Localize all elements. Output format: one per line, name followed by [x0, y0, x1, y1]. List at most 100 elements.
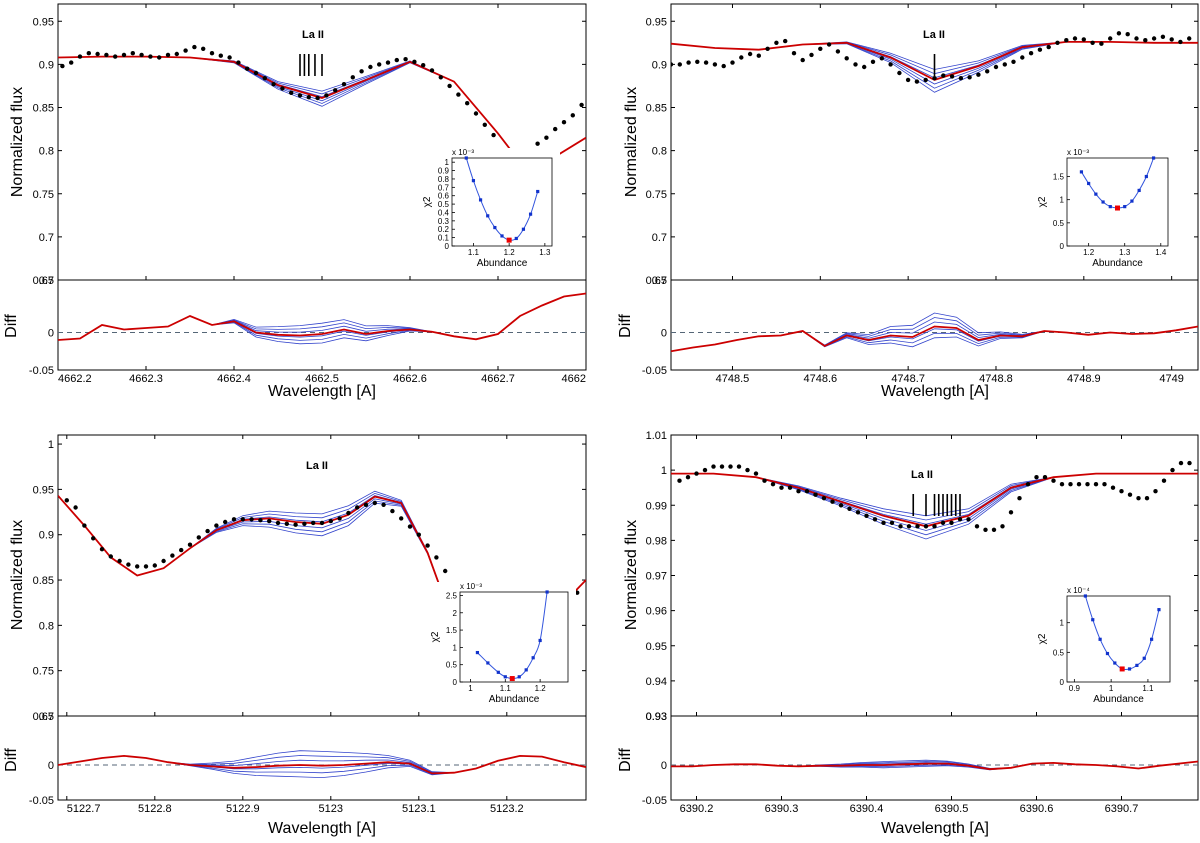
- observed-point: [443, 568, 448, 574]
- observed-point: [711, 464, 716, 469]
- inset-point: [1157, 608, 1161, 612]
- observed-point: [561, 120, 567, 125]
- panel-3-diff-ylabel: Diff: [3, 748, 20, 772]
- observed-point: [196, 535, 201, 540]
- observed-point: [1151, 36, 1157, 41]
- x-tick-label: 4749: [1159, 373, 1183, 385]
- observed-point: [223, 519, 228, 525]
- inset-y-tick-label: 0.5: [1053, 648, 1065, 657]
- observed-point: [762, 478, 767, 483]
- inset-best-point: [1115, 205, 1120, 211]
- observed-point: [1025, 482, 1031, 487]
- inset-y-tick-label: 0.1: [438, 234, 450, 243]
- observed-point: [297, 93, 303, 98]
- panel-4: 0.930.940.950.960.970.980.9911.01-0.0500…: [617, 430, 1199, 837]
- observed-point: [719, 464, 725, 469]
- observed-point: [143, 564, 149, 569]
- observed-points: [60, 44, 584, 146]
- observed-point: [91, 536, 96, 541]
- panel-3-inset-xlabel: Abundance: [489, 694, 540, 705]
- observed-point: [403, 57, 408, 62]
- observed-point: [311, 520, 316, 526]
- observed-point: [60, 63, 65, 69]
- diff-y-tick-label: 0: [661, 328, 667, 340]
- observed-point: [328, 518, 333, 524]
- x-tick-label: 5122.8: [138, 803, 172, 815]
- observed-point: [249, 517, 254, 522]
- diff-y-tick-label: 0.7: [652, 275, 667, 287]
- observed-point: [205, 528, 210, 534]
- inset-y-tick-label: 0.5: [438, 200, 450, 209]
- diff-y-tick-label: 0: [48, 760, 54, 772]
- inset-point: [503, 675, 507, 679]
- y-tick-label: 0.95: [33, 16, 54, 28]
- y-tick-label: 0.8: [39, 620, 54, 632]
- x-tick-label: 4662.6: [393, 373, 427, 385]
- inset-y-tick-label: 0.8: [438, 175, 450, 184]
- x-tick-label: 4662.3: [129, 373, 163, 385]
- observed-point: [473, 111, 479, 116]
- observed-point: [575, 590, 580, 595]
- observed-point: [315, 95, 320, 101]
- observed-point: [126, 562, 131, 567]
- y-tick-label: 1.01: [646, 430, 667, 442]
- observed-point: [95, 51, 100, 57]
- observed-point: [535, 141, 540, 146]
- diff-grid-curve: [58, 293, 586, 341]
- observed-point: [787, 485, 793, 490]
- observed-point: [1064, 38, 1069, 43]
- diff-y-tick-label: 0: [48, 328, 54, 340]
- x-tick-label: 4748.7: [891, 373, 925, 385]
- y-tick-label: 1: [48, 439, 54, 451]
- observed-point: [284, 521, 289, 526]
- y-tick-label: 0.85: [33, 103, 54, 115]
- x-tick-label: 6390.4: [850, 803, 884, 815]
- observed-point: [905, 77, 911, 83]
- observed-point: [838, 503, 844, 508]
- observed-point: [889, 520, 895, 525]
- panel-2-diff-ylabel: Diff: [617, 314, 634, 338]
- observed-point: [1102, 482, 1107, 487]
- observed-point: [879, 56, 884, 61]
- observed-point: [385, 60, 391, 65]
- observed-point: [1178, 460, 1184, 466]
- observed-point: [967, 75, 972, 80]
- inset-point: [496, 670, 500, 674]
- diff-best-curve: [58, 754, 586, 775]
- x-tick-label: 6390.3: [765, 803, 799, 815]
- inset-point: [1083, 594, 1087, 598]
- y-tick-label: 0.65: [646, 275, 667, 287]
- observed-point: [1011, 59, 1016, 64]
- observed-point: [1125, 32, 1130, 37]
- y-tick-label: 0.65: [33, 711, 54, 723]
- diff-curves: [671, 759, 1198, 771]
- inset-point: [1144, 174, 1148, 179]
- observed-point: [434, 555, 439, 560]
- observed-point: [482, 122, 487, 128]
- diff-y-tick-label: 0: [661, 760, 667, 772]
- observed-point: [774, 40, 779, 45]
- observed-point: [275, 520, 281, 526]
- inset-x-tick-label: 1.4: [1155, 248, 1167, 257]
- observed-point: [240, 517, 245, 522]
- observed-point: [381, 502, 386, 507]
- inset-point: [486, 661, 490, 665]
- inset-x-tick-label: 1.2: [1083, 248, 1095, 257]
- observed-point: [897, 70, 902, 76]
- panel-3: 0.65 0.75 0.8 0.85 0.9 0.95 1 -0.05 0 0.7 5122.7 51…: [3, 434, 587, 837]
- panel-4-ylabel: Normalized flux: [623, 520, 640, 630]
- observed-point: [174, 51, 179, 57]
- observed-point: [835, 49, 841, 54]
- inset-point: [1108, 205, 1112, 209]
- inset-point: [471, 179, 476, 183]
- inset-y-tick-label: 1.5: [1053, 173, 1065, 182]
- x-tick-label: 6390.2: [680, 803, 714, 815]
- observed-point: [1051, 478, 1056, 483]
- observed-point: [1076, 482, 1082, 487]
- observed-point: [491, 132, 496, 138]
- panel-4-line-label: La II: [911, 469, 933, 481]
- observed-point: [898, 524, 903, 529]
- observed-point: [712, 62, 718, 67]
- inset-point: [524, 668, 528, 672]
- observed-point: [915, 524, 920, 529]
